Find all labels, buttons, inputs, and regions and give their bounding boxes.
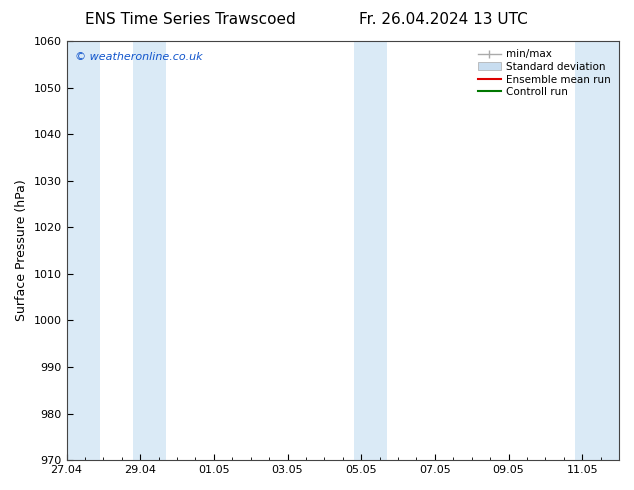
Text: © weatheronline.co.uk: © weatheronline.co.uk [75,51,202,62]
Legend: min/max, Standard deviation, Ensemble mean run, Controll run: min/max, Standard deviation, Ensemble me… [475,46,614,100]
Bar [133,41,166,460]
Y-axis label: Surface Pressure (hPa): Surface Pressure (hPa) [15,180,28,321]
Text: ENS Time Series Trawscoed: ENS Time Series Trawscoed [85,12,295,27]
Bar [575,41,619,460]
Bar [354,41,387,460]
Text: Fr. 26.04.2024 13 UTC: Fr. 26.04.2024 13 UTC [359,12,528,27]
Bar [67,41,100,460]
